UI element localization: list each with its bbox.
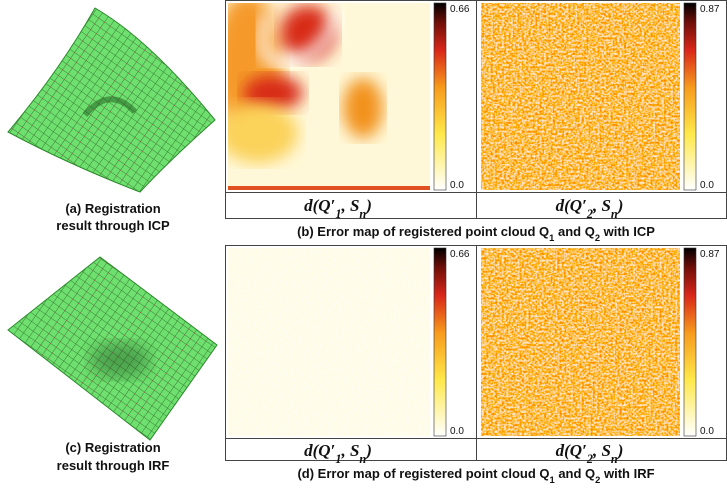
colorbar	[684, 3, 696, 190]
map-label: d(Q′1, Sn)	[304, 196, 372, 221]
colorbar	[684, 248, 696, 436]
caption: (c) Registration	[65, 440, 160, 455]
colorbar-min: 0.0	[450, 426, 464, 437]
text-part: with ICP	[600, 224, 655, 239]
text-part: and Q	[555, 466, 595, 481]
colorbar-max: 0.87	[700, 249, 720, 260]
map-label: d(Q′2, Sn)	[556, 196, 624, 221]
text-part: )	[364, 196, 372, 215]
heatmap-irf-2	[481, 248, 680, 436]
heatmap-icp-1	[213, 0, 430, 190]
surface-shade	[90, 342, 150, 378]
text-part: )	[616, 441, 624, 460]
colorbar-max: 0.87	[700, 4, 720, 15]
text-part: , S	[592, 196, 611, 215]
text-part: (b) Error map of registered point cloud …	[297, 224, 549, 239]
figure: (a) Registration result through ICP (c) Re…	[0, 0, 727, 492]
heatmap-irf-1	[228, 248, 430, 436]
text-part: (d) Error map of registered point cloud …	[297, 466, 549, 481]
text-part: d(Q′	[556, 196, 587, 215]
text-part: d(Q′	[556, 441, 587, 460]
colorbar	[434, 3, 446, 190]
map-label: d(Q′1, Sn)	[304, 441, 372, 466]
colorbar	[434, 248, 446, 436]
text-part: , S	[340, 196, 359, 215]
map-label: d(Q′2, Sn)	[556, 441, 624, 466]
colorbar-max: 0.66	[450, 4, 470, 15]
row-caption: (b) Error map of registered point cloud …	[297, 224, 655, 243]
subscript: 2	[586, 207, 593, 221]
caption: result through ICP	[56, 218, 170, 233]
subscript: 2	[586, 452, 593, 466]
text-part: , S	[340, 441, 359, 460]
text-part: d(Q′	[304, 196, 335, 215]
colorbar-min: 0.0	[700, 426, 714, 437]
row-caption: (d) Error map of registered point cloud …	[297, 466, 654, 485]
text-part: and Q	[554, 224, 594, 239]
colorbar-max: 0.66	[450, 249, 470, 260]
caption: (a) Registration	[65, 201, 160, 216]
text-part: with IRF	[600, 466, 654, 481]
heatmap-icp-2	[481, 3, 680, 190]
text-part: )	[616, 196, 624, 215]
text-part: d(Q′	[304, 441, 335, 460]
colorbar-min: 0.0	[450, 180, 464, 191]
text-part: )	[364, 441, 372, 460]
caption: result through IRF	[57, 458, 170, 473]
colorbar-min: 0.0	[700, 180, 714, 191]
text-part: , S	[592, 441, 611, 460]
